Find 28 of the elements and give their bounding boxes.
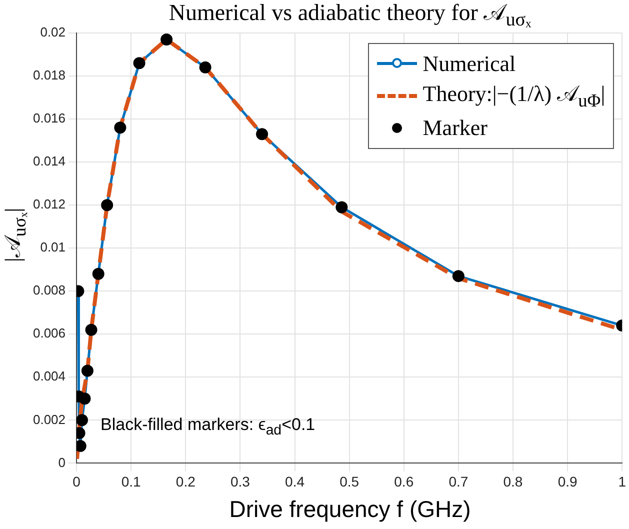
x-tick-label: 0.7 <box>448 473 468 490</box>
annotation: Black-filled markers: ϵ$_{ad}$<0.1 <box>100 415 316 439</box>
y-tick-label: 0.02 <box>40 24 66 40</box>
chart-title: Numerical vs adiabatic theory for 𝒜$_{uσₓ}$ <box>168 0 532 32</box>
legend-label: Marker <box>422 115 488 141</box>
legend-label: Theory:|−(1/λ) 𝒜$_{uΦ}$| <box>422 80 606 112</box>
x-tick-label: 0.6 <box>394 473 414 490</box>
y-tick-label: 0 <box>58 454 66 470</box>
x-tick-label: 0.3 <box>230 473 250 490</box>
legend-label: Numerical <box>422 51 516 77</box>
y-tick-label: 0.016 <box>32 110 66 126</box>
x-tick-label: 0.2 <box>176 473 196 490</box>
x-tick-label: 0.1 <box>121 473 142 490</box>
y-tick-label: 0.012 <box>32 196 66 212</box>
x-axis-title: Drive frequency f (GHz) <box>228 496 472 523</box>
x-tick-label: 0.5 <box>340 473 360 490</box>
y-tick-label: 0.018 <box>32 68 66 83</box>
y-tick-label: 0.008 <box>32 282 66 298</box>
x-tick-label: 0.4 <box>285 473 305 490</box>
y-tick-label: 0.002 <box>32 412 66 427</box>
x-tick-label: 0.8 <box>503 473 523 490</box>
y-tick-label: 0.01 <box>40 240 66 255</box>
x-tick-label: 0.9 <box>558 473 578 490</box>
y-tick-label: 0.004 <box>32 368 66 384</box>
x-tick-label: 1 <box>618 473 626 490</box>
y-tick-label: 0.014 <box>32 154 66 169</box>
x-tick-label: 0 <box>72 473 81 490</box>
y-tick-label: 0.006 <box>32 326 66 341</box>
